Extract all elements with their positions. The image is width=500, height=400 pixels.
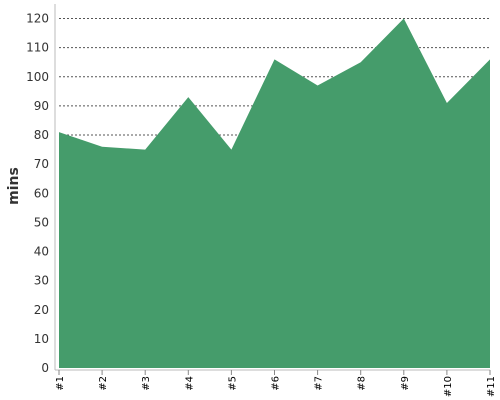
y-axis-ticks: 0 10 20 30 40 50 60 70 80 90 100 110 120 (26, 12, 49, 375)
x-axis-ticks: #1 #2 #3 #4 #5 #6 #7 #8 #9 #10 #11 (55, 370, 497, 397)
x-tick-label: #6 (271, 376, 282, 391)
y-tick-label: 0 (41, 361, 49, 375)
series-layer (59, 18, 490, 369)
y-tick-label: 40 (34, 245, 49, 259)
x-tick-label: #9 (400, 376, 411, 391)
y-tick-label: 110 (26, 41, 49, 55)
y-tick-label: 100 (26, 70, 49, 84)
y-tick-label: 70 (34, 157, 49, 171)
y-tick-label: 10 (34, 332, 49, 346)
x-tick-label: #8 (357, 376, 368, 391)
y-tick-label: 120 (26, 12, 49, 26)
axes (54, 4, 490, 371)
x-tick-label: #10 (443, 376, 454, 397)
x-tick-label: #1 (55, 376, 66, 391)
area-series (59, 18, 490, 369)
x-tick-label: #2 (98, 376, 109, 391)
y-axis-title: mins (6, 167, 22, 205)
y-tick-label: 30 (34, 274, 49, 288)
x-tick-label: #7 (314, 376, 325, 391)
y-tick-label: 50 (34, 215, 49, 229)
x-tick-label: #5 (227, 376, 238, 391)
y-tick-label: 20 (34, 303, 49, 317)
y-tick-label: 80 (34, 128, 49, 142)
y-tick-label: 90 (34, 99, 49, 113)
x-tick-label: #4 (184, 376, 195, 391)
x-tick-label: #11 (486, 376, 497, 397)
y-tick-label: 60 (34, 186, 49, 200)
x-tick-label: #3 (141, 376, 152, 391)
